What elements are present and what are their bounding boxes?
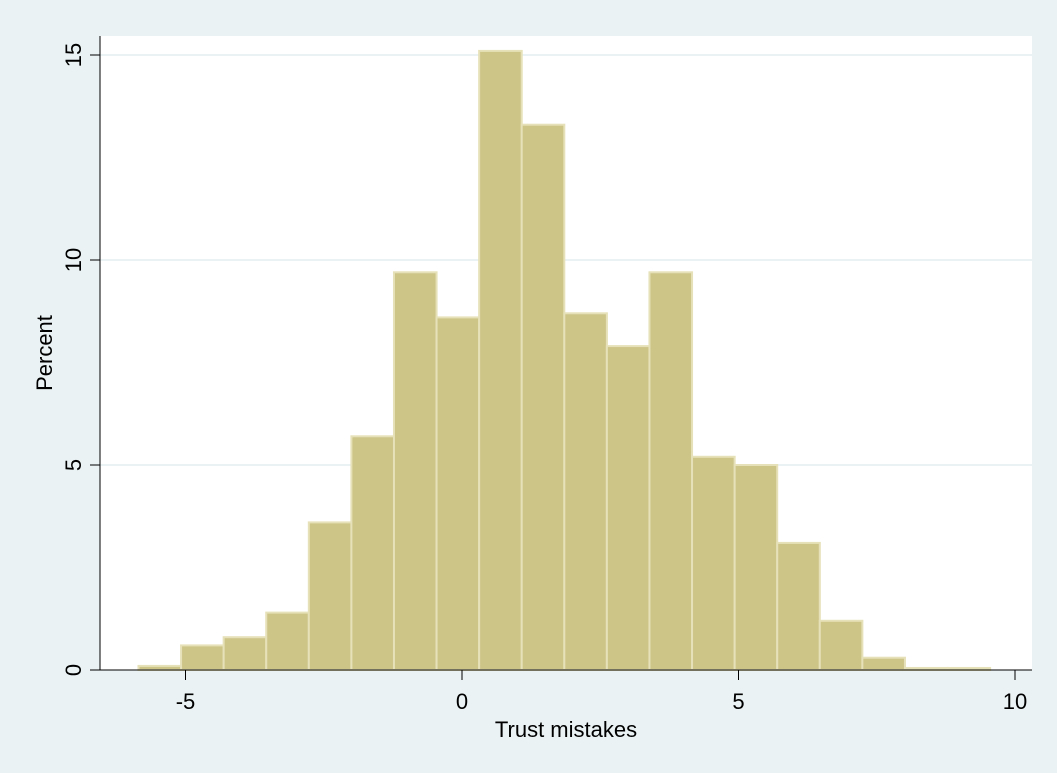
histogram-bar [563,312,608,671]
x-tick-label: 5 [732,689,744,714]
y-ticks: 0 5 10 15 [61,43,100,676]
y-tick-label: 5 [61,459,86,471]
x-tick-label: 0 [456,689,468,714]
histogram-bar [861,656,906,672]
histogram-bar [307,521,353,672]
histogram-bar [520,123,566,671]
histogram-bar [691,455,736,671]
histogram-bar [222,636,268,672]
x-ticks: -5 0 5 10 [176,670,1027,714]
y-tick-label: 15 [61,43,86,67]
histogram-bar [818,619,864,671]
histogram-bar [478,49,523,671]
histogram-bar [733,464,779,671]
axes [99,36,1032,671]
x-axis-label: Trust mistakes [495,717,637,742]
bars [137,49,992,672]
histogram-bar [392,271,438,671]
x-tick-label: -5 [176,689,196,714]
y-axis-label: Percent [32,315,57,391]
histogram-bar [605,345,651,671]
histogram-bar [648,271,694,671]
histogram-bar [350,435,395,671]
histogram-bar [137,664,183,672]
y-tick-label: 10 [61,248,86,272]
x-tick-label: 10 [1003,689,1027,714]
histogram-bar [265,611,310,671]
y-tick-label: 0 [61,664,86,676]
histogram-bar [180,644,225,672]
histogram-bar [776,541,821,672]
histogram-bar [435,316,481,671]
